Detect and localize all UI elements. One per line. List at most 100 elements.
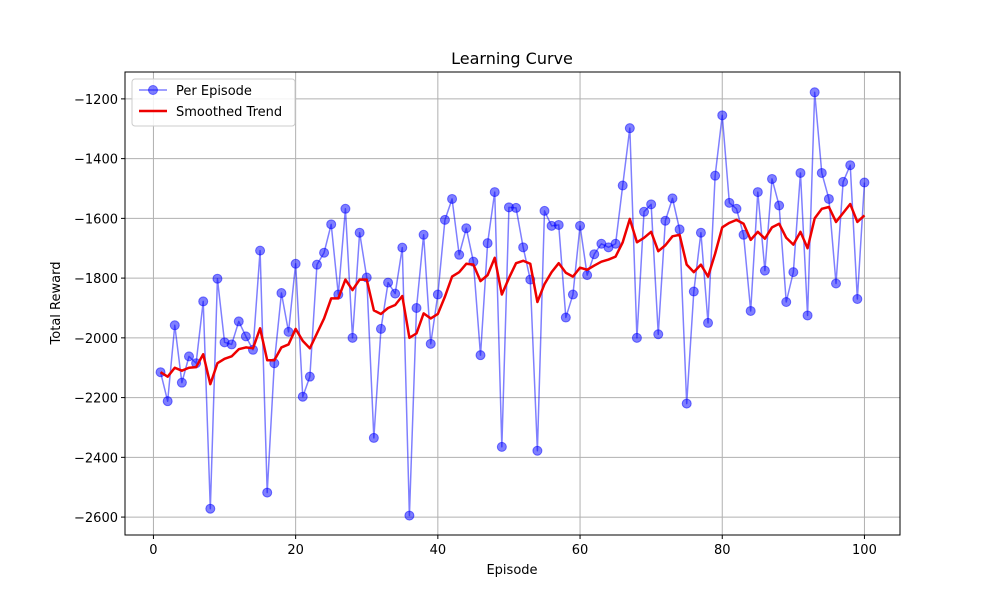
per-episode-point (439, 214, 450, 225)
per-episode-point (447, 193, 458, 204)
per-episode-point (326, 219, 337, 230)
per-episode-point (589, 249, 600, 260)
per-episode-point (774, 200, 785, 211)
per-episode-line (159, 91, 866, 517)
per-episode-point (340, 203, 351, 214)
per-episode-point (347, 332, 358, 343)
legend-label-per-episode: Per Episode (176, 84, 252, 99)
per-episode-point (631, 332, 642, 343)
per-episode-point (240, 331, 251, 342)
per-episode-point (646, 199, 657, 210)
per-episode-point (688, 286, 699, 297)
per-episode-point (304, 371, 315, 382)
per-episode-point (710, 170, 721, 181)
per-episode-point (319, 247, 330, 258)
per-episode-point (212, 273, 223, 284)
per-episode-point (653, 329, 664, 340)
per-episode-point (674, 224, 685, 235)
per-episode-point (226, 339, 237, 350)
per-episode-point (759, 265, 770, 276)
per-episode-point (660, 215, 671, 226)
per-episode-point (731, 203, 742, 214)
per-episode-point (767, 173, 778, 184)
per-episode-point (262, 487, 273, 498)
per-episode-point (169, 320, 180, 331)
per-episode-point (425, 338, 436, 349)
per-episode-point (489, 187, 500, 198)
per-episode-point (624, 123, 635, 134)
per-episode-point (703, 317, 714, 328)
smoothed-trend-line (159, 202, 866, 386)
grid-lines (125, 72, 900, 535)
x-tick-label: 60 (572, 543, 589, 558)
legend-box (131, 78, 296, 127)
per-episode-point (475, 350, 486, 361)
per-episode-point (795, 167, 806, 178)
per-episode-point (553, 219, 564, 230)
per-episode-point (745, 305, 756, 316)
y-tick-label: −2200 (74, 392, 118, 407)
per-episode-point (695, 227, 706, 238)
per-episode-point (354, 227, 365, 238)
per-episode-point (390, 288, 401, 299)
per-episode-point (816, 167, 827, 178)
per-episode-point (461, 223, 472, 234)
y-axis-label: Total Reward (49, 262, 64, 346)
per-episode-point (852, 294, 863, 305)
per-episode-point (311, 259, 322, 270)
per-episode-point (432, 289, 443, 300)
y-tick-label: −1800 (74, 272, 118, 287)
per-episode-point (802, 310, 813, 321)
y-tick-label: −2400 (74, 451, 118, 466)
per-episode-point (496, 441, 507, 452)
per-episode-point (297, 391, 308, 402)
y-tick-label: −2000 (74, 332, 118, 347)
per-episode-point (532, 445, 543, 456)
legend: Per Episode Smoothed Trend (131, 78, 296, 127)
x-tick-label: 20 (287, 543, 304, 558)
legend-marker-per-episode (148, 85, 158, 95)
per-episode-point (276, 288, 287, 299)
per-episode-point (404, 510, 415, 521)
x-axis-label: Episode (486, 563, 537, 578)
per-episode-point (752, 187, 763, 198)
per-episode-point (610, 238, 621, 249)
axis-ticks: 0 20 40 60 80 100 −2600 −2400 −2200 −2000 −1800 −16… (74, 93, 877, 558)
per-episode-point (575, 220, 586, 231)
per-episode-point (233, 316, 244, 327)
x-tick-label: 0 (149, 543, 157, 558)
x-tick-label: 100 (852, 543, 877, 558)
y-tick-label: −1200 (74, 93, 118, 108)
per-episode-point (183, 351, 194, 362)
per-episode-point (383, 277, 394, 288)
per-episode-point (788, 267, 799, 278)
per-episode-point (375, 323, 386, 334)
per-episode-point (162, 396, 173, 407)
per-episode-point (781, 297, 792, 308)
per-episode-point (255, 245, 266, 256)
per-episode-point (845, 160, 856, 171)
per-episode-point (518, 242, 529, 253)
per-episode-point (560, 312, 571, 323)
per-episode-point (823, 193, 834, 204)
series-layer (155, 87, 870, 521)
per-episode-point (838, 176, 849, 187)
per-episode-point (397, 242, 408, 253)
per-episode-point (639, 206, 650, 217)
per-episode-point (717, 110, 728, 121)
chart-title: Learning Curve (451, 49, 573, 68)
per-episode-point (176, 377, 187, 388)
legend-label-smoothed-trend: Smoothed Trend (176, 105, 282, 120)
per-episode-point (567, 289, 578, 300)
per-episode-point (539, 205, 550, 216)
per-episode-point (368, 432, 379, 443)
plot-frame (124, 71, 901, 536)
per-episode-point (482, 238, 493, 249)
per-episode-point (454, 249, 465, 260)
y-tick-label: −1600 (74, 212, 118, 227)
per-episode-point (198, 296, 209, 307)
per-episode-point (724, 197, 735, 208)
per-episode-point (290, 258, 301, 269)
x-tick-label: 40 (430, 543, 447, 558)
